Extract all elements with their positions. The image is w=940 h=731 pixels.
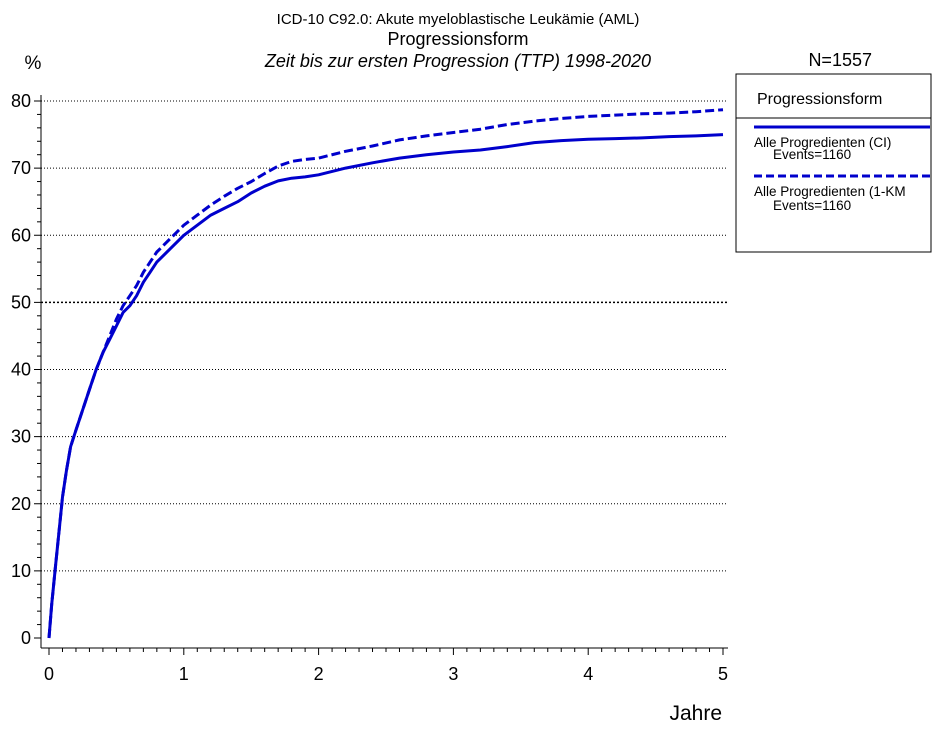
y-tick-label-60: 60	[11, 225, 31, 245]
x-tick-label-5: 5	[718, 664, 728, 684]
y-tick-label-80: 80	[11, 91, 31, 111]
y-axis-label: %	[25, 53, 42, 74]
x-tick-label-4: 4	[583, 664, 593, 684]
x-tick-label-1: 1	[179, 664, 189, 684]
y-tick-label-70: 70	[11, 158, 31, 178]
chart-subtitle: Zeit bis zur ersten Progression (TTP) 19…	[264, 51, 651, 71]
legend-events-km: Events=1160	[773, 198, 851, 213]
x-tick-label-0: 0	[44, 664, 54, 684]
series-line-ci	[47, 133, 724, 639]
n-label: N=1557	[808, 50, 872, 70]
axes-layer: 0 10 20 30 40 50 60 70 80 0 1 2 3 4 5	[11, 91, 728, 684]
legend-events-ci: Events=1160	[773, 147, 851, 162]
legend: Progressionsform Alle Progredienten (CI)…	[735, 73, 932, 253]
series-line-km	[47, 108, 724, 639]
y-tick-label-20: 20	[11, 494, 31, 514]
y-tick-label-40: 40	[11, 360, 31, 380]
chart-title-line1: ICD-10 C92.0: Akute myeloblastische Leuk…	[277, 11, 640, 28]
x-axis-label: Jahre	[669, 702, 722, 725]
legend-title: Progressionsform	[757, 91, 882, 108]
y-tick-label-50: 50	[11, 292, 31, 312]
x-tick-label-2: 2	[314, 664, 324, 684]
legend-label-km: Alle Progredienten (1-KM	[754, 184, 906, 199]
legend-label-ci: Alle Progredienten (CI)	[754, 135, 891, 150]
grid-layer	[41, 100, 728, 572]
x-tick-label-3: 3	[448, 664, 458, 684]
series-layer	[47, 108, 724, 639]
legend-box	[735, 73, 932, 253]
title-block: ICD-10 C92.0: Akute myeloblastische Leuk…	[264, 11, 651, 71]
y-tick-label-10: 10	[11, 561, 31, 581]
y-tick-label-30: 30	[11, 427, 31, 447]
chart-title-line2: Progressionsform	[387, 29, 528, 49]
y-tick-label-0: 0	[21, 628, 31, 648]
